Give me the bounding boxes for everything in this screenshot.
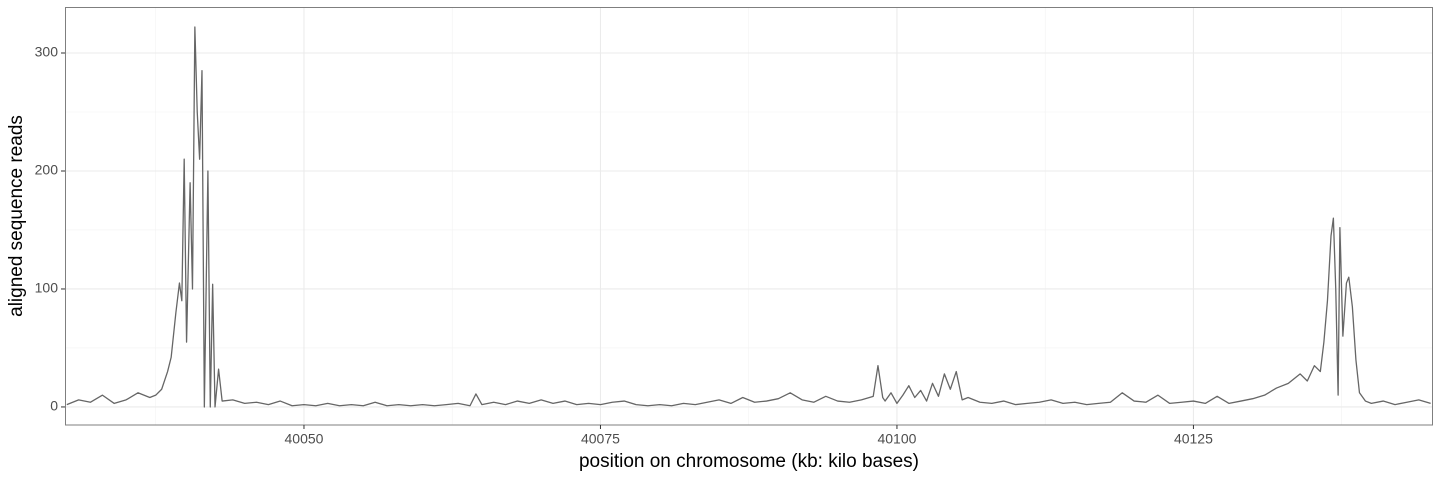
x-tick-label: 40125 — [1174, 431, 1213, 447]
y-tick-label: 100 — [35, 280, 59, 296]
x-tick-label: 40050 — [285, 431, 324, 447]
x-tick-label: 40100 — [877, 431, 916, 447]
y-tick-label: 200 — [35, 162, 59, 178]
x-axis-title: position on chromosome (kb: kilo bases) — [579, 451, 919, 472]
grid — [65, 7, 1433, 425]
x-tick-label: 40075 — [581, 431, 620, 447]
y-tick-label: 300 — [35, 44, 59, 60]
y-tick-label: 0 — [50, 398, 58, 414]
panel-border — [65, 7, 1433, 426]
data-line — [66, 26, 1431, 408]
plot-area — [66, 26, 1431, 408]
y-axis-title: aligned sequence reads — [6, 115, 27, 317]
